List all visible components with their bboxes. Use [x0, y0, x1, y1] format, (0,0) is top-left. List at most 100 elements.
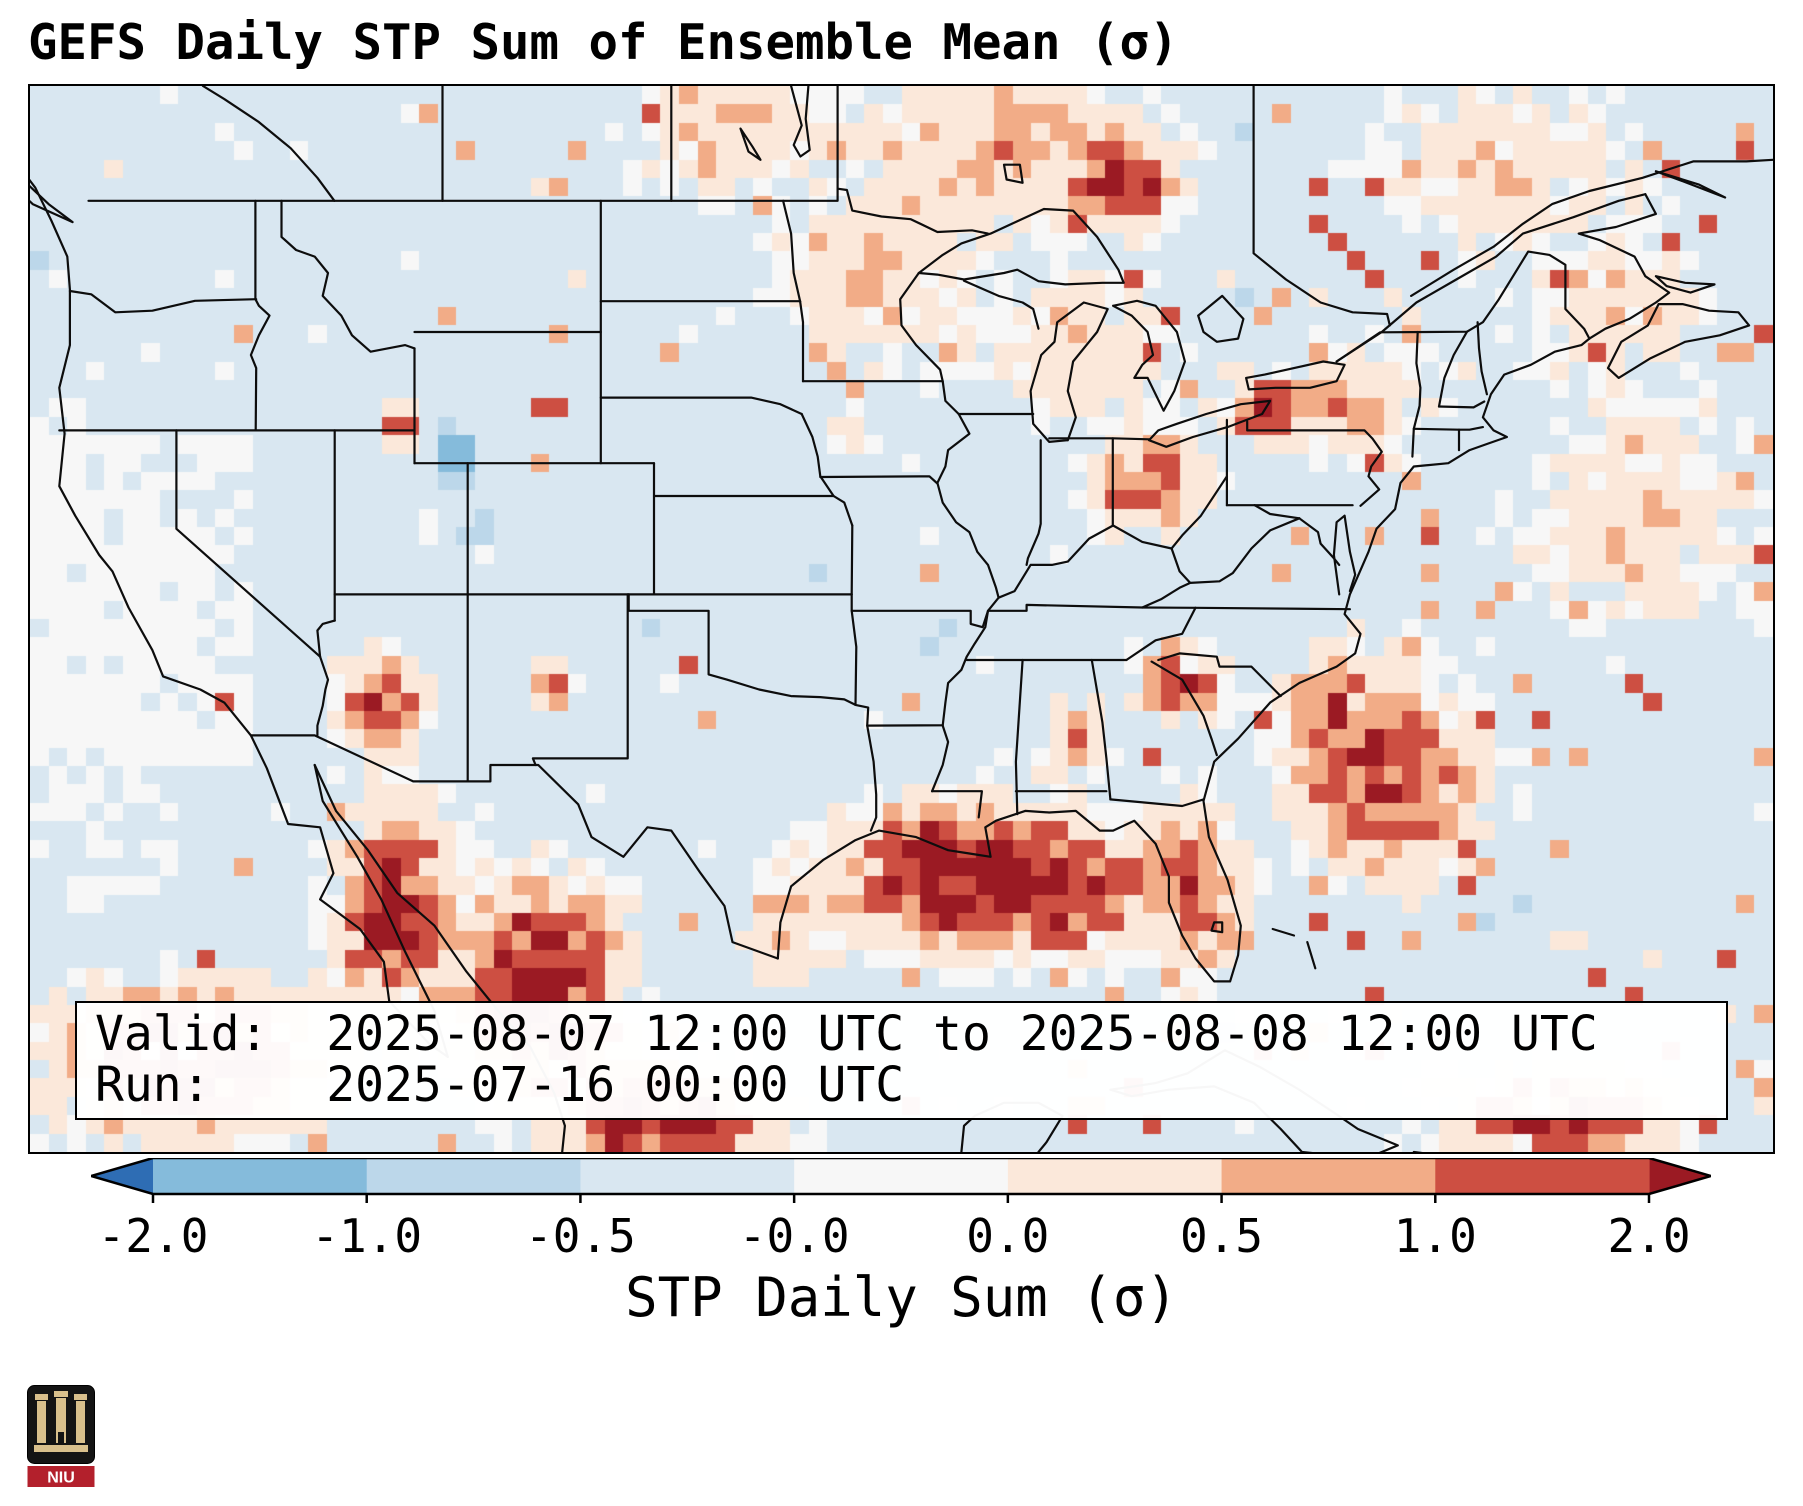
border-path	[1246, 420, 1383, 507]
border-path	[1147, 399, 1272, 448]
border-path	[917, 207, 1125, 286]
border-path	[1253, 504, 1341, 566]
border-path	[962, 279, 1040, 330]
border-path	[776, 337, 1591, 983]
valid-label: Valid:	[95, 1006, 269, 1062]
border-path	[1112, 299, 1186, 412]
run-value: 2025-07-16 00:00 UTC	[326, 1057, 905, 1114]
border-path	[850, 609, 990, 629]
border-path	[531, 593, 629, 767]
colorbar-tick-label: -0.0	[739, 1209, 850, 1263]
colorbar-segment	[794, 1158, 1009, 1194]
run-label: Run:	[95, 1057, 211, 1114]
colorbar-segment	[1221, 1158, 1436, 1194]
border-path	[1577, 193, 1671, 340]
border-path	[1606, 303, 1751, 379]
border-path	[819, 475, 939, 485]
border-path	[1150, 660, 1218, 757]
colorbar-tick-label: -0.5	[525, 1209, 636, 1263]
border-path	[799, 300, 805, 383]
border-path	[790, 86, 811, 158]
border-path	[1170, 517, 1301, 584]
border-path	[1271, 927, 1296, 937]
border-path	[997, 475, 1228, 599]
border-path	[1090, 658, 1112, 801]
border-path	[1410, 158, 1773, 297]
colorbar-tick-label: 1.0	[1394, 1209, 1477, 1263]
niu-logo-shield-icon	[27, 1385, 95, 1464]
border-path	[249, 734, 779, 960]
valid-row: Valid: 2025-08-07 12:00 UTC to 2025-08-0…	[95, 1006, 1708, 1062]
border-path	[1411, 330, 1422, 458]
border-path	[1014, 658, 1024, 816]
niu-logo-text: NIU	[47, 1470, 75, 1487]
colorbar-tick-label: 0.5	[1180, 1209, 1263, 1263]
border-path	[1335, 193, 1647, 363]
border-path	[1048, 437, 1151, 441]
border-path	[1109, 798, 1205, 808]
border-path	[30, 184, 74, 224]
border-path	[1210, 921, 1224, 934]
border-path	[1654, 170, 1727, 199]
state-borders-overlay	[30, 86, 1773, 1152]
map-panel: Valid: 2025-08-07 12:00 UTC to 2025-08-0…	[28, 84, 1775, 1154]
border-path	[1332, 514, 1357, 596]
colorbar-segment	[1007, 1158, 1223, 1194]
colorbar-under-arrow	[91, 1158, 153, 1194]
border-path	[782, 199, 802, 303]
border-path	[30, 178, 449, 1058]
border-path	[249, 199, 271, 432]
border-path	[1245, 360, 1346, 391]
colorbar-segment	[1435, 1158, 1650, 1194]
border-path	[1141, 581, 1192, 609]
border-path	[739, 127, 762, 161]
border-path	[1335, 250, 1591, 363]
colorbar-segment	[580, 1158, 795, 1194]
colorbar-tick-label: -1.0	[311, 1209, 422, 1263]
colorbar-label: STP Daily Sum (σ)	[625, 1266, 1178, 1329]
border-path	[931, 790, 983, 819]
valid-value: 2025-08-07 12:00 UTC to 2025-08-08 12:00…	[326, 1006, 1598, 1062]
border-path	[1476, 321, 1488, 396]
map-borders	[30, 86, 1773, 1152]
validity-info-box: Valid: 2025-08-07 12:00 UTC to 2025-08-0…	[75, 1001, 1728, 1120]
border-path	[1252, 86, 1391, 327]
border-path	[1654, 275, 1716, 294]
border-path	[627, 593, 857, 706]
border-path	[1437, 330, 1469, 408]
border-path	[850, 524, 854, 596]
border-path	[986, 603, 1351, 612]
border-path	[1025, 439, 1042, 566]
niu-logo: NIU	[27, 1385, 95, 1487]
border-path	[1412, 426, 1484, 431]
colorbar-segment	[366, 1158, 582, 1194]
colorbar-tick-label: 2.0	[1607, 1209, 1690, 1263]
chart-title: GEFS Daily STP Sum of Ensemble Mean (σ)	[28, 14, 1179, 71]
border-path	[68, 289, 258, 314]
border-path	[1437, 400, 1486, 409]
border-path	[87, 187, 990, 235]
border-path	[1002, 163, 1024, 184]
border-path	[599, 396, 803, 416]
border-path	[1306, 941, 1317, 970]
border-path	[1157, 652, 1282, 698]
border-path	[854, 703, 878, 832]
colorbar-over-arrow	[1649, 1158, 1711, 1194]
colorbar-tick-label: 0.0	[966, 1209, 1049, 1263]
border-path	[280, 199, 416, 353]
border-path	[850, 593, 858, 706]
border-path	[1029, 301, 1109, 443]
border-path	[1125, 606, 1197, 662]
niu-logo-red-bar	[27, 1466, 95, 1487]
castle-icon	[34, 1391, 88, 1452]
border-path	[316, 619, 336, 737]
border-path	[1197, 294, 1245, 343]
border-path	[800, 412, 854, 527]
border-path	[899, 271, 1000, 793]
colorbar-tick-label: -2.0	[98, 1209, 209, 1263]
border-path	[201, 86, 336, 202]
border-path	[175, 429, 322, 658]
run-row: Run: 2025-07-16 00:00 UTC	[95, 1057, 1708, 1114]
colorbar-segment	[153, 1158, 368, 1194]
